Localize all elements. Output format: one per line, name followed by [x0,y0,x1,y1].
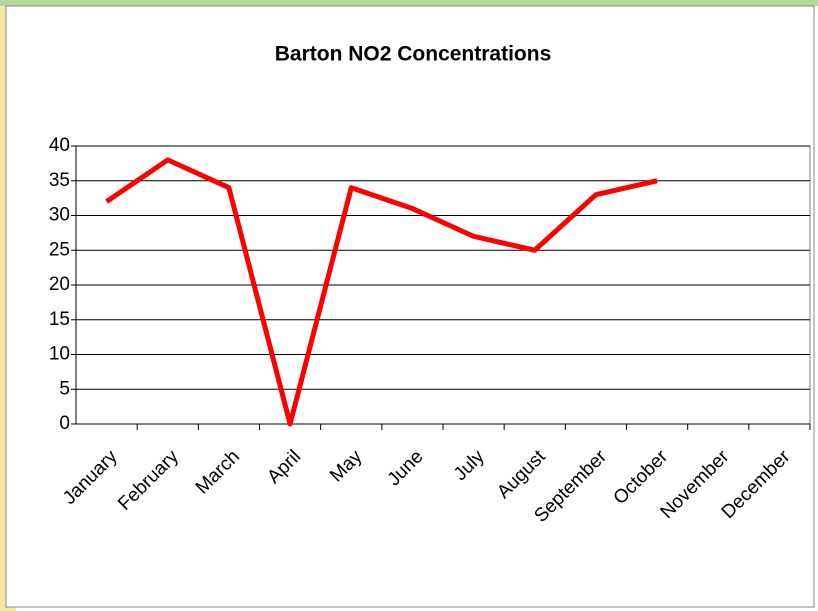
chart-title: Barton NO2 Concentrations [275,43,552,66]
y-tick-label: 25 [49,239,70,260]
y-tick-label: 40 [49,135,70,156]
y-tick-label: 10 [49,344,70,365]
top-stripe [0,0,818,6]
y-tick-label: 5 [59,378,70,399]
y-tick-label: 20 [49,274,70,295]
y-tick-label: 30 [49,205,70,226]
data-line [105,157,658,427]
y-tick-label: 0 [59,413,70,434]
y-tick-label: 35 [49,170,70,191]
y-tick-label: 15 [49,309,70,330]
